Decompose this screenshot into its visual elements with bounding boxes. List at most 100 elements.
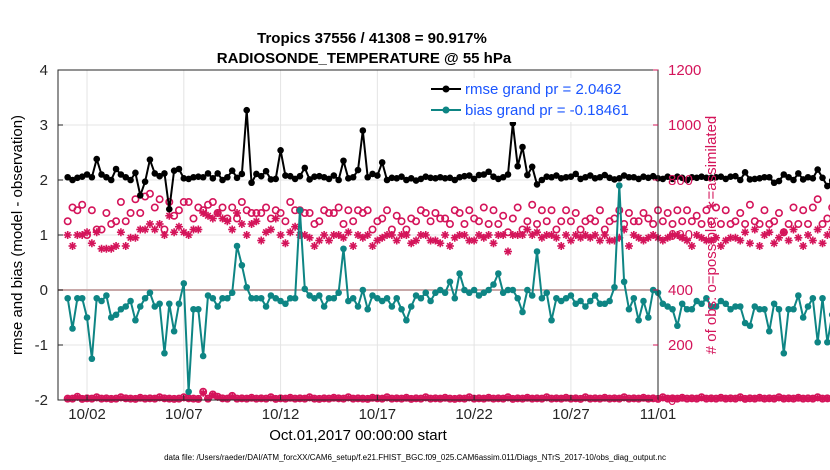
- obs-assimilated-point: [484, 231, 493, 239]
- rmse-point: [765, 173, 773, 181]
- obs-possible-point: [465, 206, 474, 215]
- bias-point: [659, 300, 667, 308]
- obs-assimilated-point: [368, 242, 377, 250]
- obs-possible-point: [344, 206, 353, 215]
- bias-point: [315, 292, 323, 299]
- obs-assimilated-point: [712, 233, 721, 242]
- obs-possible-point: [794, 220, 803, 229]
- bias-point: [727, 305, 734, 313]
- bias-point: [301, 285, 309, 293]
- bias-point: [819, 294, 826, 302]
- obs-possible-point: [576, 225, 585, 234]
- obs-assimilated-point: [755, 242, 764, 250]
- legend-rmse-label: rmse grand pr = 2.0462: [465, 81, 621, 98]
- plot-area: [57, 69, 830, 403]
- bias-point: [161, 349, 168, 357]
- rmse-point: [470, 175, 478, 183]
- rmse-point: [296, 172, 304, 180]
- bias-point: [620, 278, 628, 286]
- obs-assimilated-point: [276, 231, 285, 239]
- bias-point: [214, 303, 221, 310]
- bias-point: [224, 294, 231, 302]
- obs-assimilated-point: [363, 231, 372, 239]
- rmse-point: [441, 175, 449, 182]
- obs-possible-point: [741, 220, 750, 229]
- obs-possible-point: [828, 204, 830, 211]
- obs-possible-point: [421, 209, 430, 218]
- obs-possible-point: [629, 217, 638, 226]
- rmse-point: [398, 173, 405, 180]
- rmse-point: [761, 173, 768, 181]
- obs-possible-point: [658, 217, 667, 226]
- rmse-point: [795, 170, 802, 177]
- bias-point: [170, 327, 178, 335]
- bias-point: [625, 305, 633, 313]
- obs-possible-point: [436, 214, 445, 223]
- bias-point: [645, 314, 652, 321]
- bias-point: [688, 305, 696, 313]
- obs-low-assimilated-point: [809, 395, 817, 403]
- obs-possible-point: [286, 198, 295, 207]
- obs-assimilated-point: [131, 233, 140, 242]
- bias-point: [311, 294, 318, 302]
- obs-possible-point: [736, 209, 745, 218]
- obs-assimilated-point: [402, 231, 411, 239]
- obs-assimilated-point: [223, 217, 232, 226]
- bias-point: [591, 292, 599, 299]
- rmse-point: [562, 173, 570, 181]
- obs-assimilated-point: [315, 236, 324, 245]
- bias-point: [330, 294, 338, 302]
- rmse-point: [712, 173, 720, 181]
- obs-assimilated-point: [533, 228, 542, 237]
- obs-low-assimilated-point: [746, 394, 754, 402]
- bias-point: [562, 294, 570, 302]
- bias-point: [267, 292, 275, 299]
- obs-possible-point: [571, 209, 580, 218]
- bias-point: [282, 300, 289, 308]
- left-y-tick-label: 2: [40, 172, 48, 189]
- legend-bias-label: bias grand pr = -0.18461: [465, 102, 629, 119]
- rmse-point: [180, 175, 188, 182]
- obs-possible-point: [228, 203, 237, 212]
- obs-assimilated-point: [281, 239, 290, 248]
- rmse-point: [364, 173, 371, 181]
- obs-possible-point: [692, 211, 701, 220]
- bias-point: [403, 316, 410, 324]
- obs-possible-point: [179, 198, 188, 207]
- bias-series: [64, 182, 830, 396]
- obs-assimilated-point: [634, 233, 643, 242]
- obs-assimilated-point: [170, 228, 179, 237]
- x-tick-label: 10/02: [68, 406, 106, 423]
- rmse-point: [785, 173, 792, 181]
- obs-possible-point: [305, 209, 314, 218]
- obs-possible-point: [721, 206, 730, 215]
- bias-point: [756, 305, 763, 313]
- obs-possible-point: [823, 214, 830, 223]
- rmse-point: [335, 176, 342, 184]
- rmse-series: [64, 106, 830, 213]
- rmse-point: [127, 176, 134, 184]
- obs-assimilated-point: [779, 228, 788, 237]
- obs-possible-point: [566, 217, 575, 226]
- rmse-point: [238, 170, 246, 178]
- obs-low-assimilated-point: [543, 394, 551, 402]
- rmse-point: [814, 166, 821, 173]
- obs-assimilated-point: [624, 242, 633, 250]
- obs-assimilated-point: [63, 231, 72, 239]
- obs-possible-point: [615, 206, 624, 215]
- obs-possible-point: [712, 203, 721, 212]
- obs-possible-point: [808, 203, 817, 212]
- right-y-tick-label: 1200: [668, 62, 701, 79]
- rmse-point: [175, 165, 183, 173]
- obs-low-assimilated-point: [823, 394, 830, 402]
- x-axis: 10/02 10/07 10/12 10/17 10/22 10/27 11/01: [68, 395, 676, 423]
- bias-point: [804, 303, 812, 310]
- obs-assimilated-point: [213, 209, 222, 217]
- obs-possible-point: [441, 214, 450, 223]
- obs-possible-point: [547, 206, 556, 215]
- obs-possible-point: [426, 217, 435, 226]
- bias-point: [693, 297, 701, 305]
- rmse-point: [378, 159, 386, 166]
- obs-possible-point: [479, 203, 488, 212]
- bias-point: [378, 297, 386, 305]
